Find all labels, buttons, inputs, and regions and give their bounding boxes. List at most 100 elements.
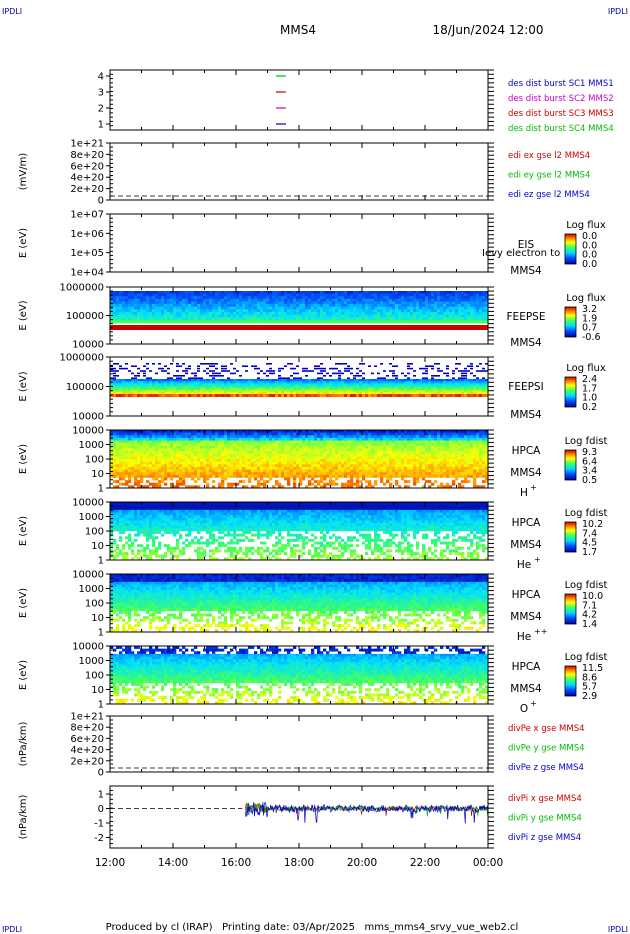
spectrogram-cell (377, 466, 381, 470)
spectrogram-cell (275, 430, 279, 433)
spectrogram-cell (230, 445, 234, 449)
spectrogram-cell (257, 474, 261, 478)
spectrogram-cell (395, 474, 399, 478)
spectrogram-cell (221, 480, 225, 484)
spectrogram-cell (194, 383, 198, 386)
spectrogram-cell (269, 306, 273, 310)
spectrogram-cell (455, 387, 459, 391)
spectrogram-cell (311, 298, 315, 302)
spectrogram-cell (452, 387, 456, 391)
spectrogram-cell (404, 445, 408, 449)
spectrogram-cell (443, 381, 447, 384)
spectrogram-cell (320, 453, 324, 457)
spectrogram-cell (236, 482, 240, 486)
spectrogram-cell (458, 432, 462, 436)
spectrogram-cell (260, 309, 264, 313)
spectrogram-cell (206, 293, 210, 297)
spectrogram-cell (119, 385, 123, 389)
spectrogram-cell (275, 311, 279, 315)
spectrogram-cell (155, 314, 159, 318)
spectrogram-cell (185, 472, 189, 476)
spectrogram-cell (134, 480, 138, 484)
spectrogram-cell (362, 445, 366, 449)
spectrogram-cell (329, 461, 333, 465)
spectrogram-cell (221, 456, 225, 460)
spectrogram-cell (242, 464, 246, 468)
spectrogram-cell (389, 459, 393, 462)
spectrogram-cell (185, 451, 189, 455)
spectrogram-cell (368, 304, 372, 307)
spectrogram-cell (263, 317, 267, 321)
spectrogram-cell (233, 440, 237, 444)
spectrogram-cell (401, 445, 405, 449)
spectrogram-cell (146, 448, 150, 452)
spectrogram-cell (344, 440, 348, 444)
spectrogram-cell (365, 296, 369, 300)
spectrogram-cell (326, 390, 330, 393)
spectrogram-cell (377, 383, 381, 386)
spectrogram-cell (191, 381, 195, 384)
spectrogram-cell (353, 379, 357, 382)
spectrogram-cell (437, 298, 441, 302)
spectrogram-cell (230, 448, 234, 452)
spectrogram-cell (458, 296, 462, 300)
spectrogram-cell (305, 304, 309, 307)
spectrogram-cell (248, 387, 252, 391)
spectrogram-cell (218, 293, 222, 297)
spectrogram-cell (260, 466, 264, 470)
spectrogram-cell (206, 453, 210, 457)
spectrogram-cell (278, 485, 282, 489)
spectrogram-cell (347, 459, 351, 462)
spectrogram-cell (464, 445, 468, 449)
spectrogram-cell (422, 435, 426, 439)
spectrogram-cell (143, 469, 147, 473)
spectrogram-cell (422, 385, 426, 389)
spectrogram-cell (290, 390, 294, 393)
spectrogram-cell (389, 477, 393, 481)
spectrogram-cell (287, 474, 291, 478)
spectrogram-cell (218, 390, 222, 393)
spectrogram-cell (269, 451, 273, 455)
spectrogram-cell (434, 443, 438, 447)
spectrogram-cell (314, 437, 318, 441)
spectrogram-cell (143, 301, 147, 305)
spectrogram-cell (287, 482, 291, 486)
spectrogram-cell (323, 474, 327, 478)
spectrogram-cell (176, 387, 180, 391)
spectrogram-cell (398, 314, 402, 318)
spectrogram-cell (125, 451, 129, 455)
spectrogram-cell (326, 469, 330, 473)
spectrogram-cell (455, 466, 459, 470)
spectrogram-cell (485, 381, 489, 384)
spectrogram-cell (401, 306, 405, 310)
spectrogram-cell (284, 453, 288, 457)
spectrogram-cell (476, 383, 480, 386)
spectrogram-cell (482, 293, 486, 297)
spectrogram-cell (350, 381, 354, 384)
spectrogram-cell (383, 385, 387, 389)
spectrogram-cell (161, 464, 165, 468)
spectrogram-cell (125, 474, 129, 478)
spectrogram-cell (194, 301, 198, 305)
spectrogram-cell (407, 453, 411, 457)
spectrogram-cell (140, 298, 144, 302)
spectrogram-cell (464, 390, 468, 393)
spectrogram-cell (215, 383, 219, 386)
spectrogram-cell (296, 306, 300, 310)
spectrogram-cell (377, 309, 381, 313)
spectrogram-cell (281, 430, 285, 433)
spectrogram-cell (143, 291, 147, 294)
spectrogram-cell (326, 461, 330, 465)
spectrogram-cell (200, 430, 204, 433)
spectrogram-cell (473, 309, 477, 313)
spectrogram-cell (383, 381, 387, 384)
spectrogram-cell (395, 466, 399, 470)
spectrogram-cell (317, 306, 321, 310)
panel-feepsi-content (110, 363, 489, 397)
spectrogram-cell (404, 306, 408, 310)
spectrogram-cell (146, 390, 150, 393)
spectrogram-cell (467, 301, 471, 305)
spectrogram-cell (332, 474, 336, 478)
spectrogram-cell (125, 461, 129, 465)
spectrogram-cell (305, 293, 309, 297)
